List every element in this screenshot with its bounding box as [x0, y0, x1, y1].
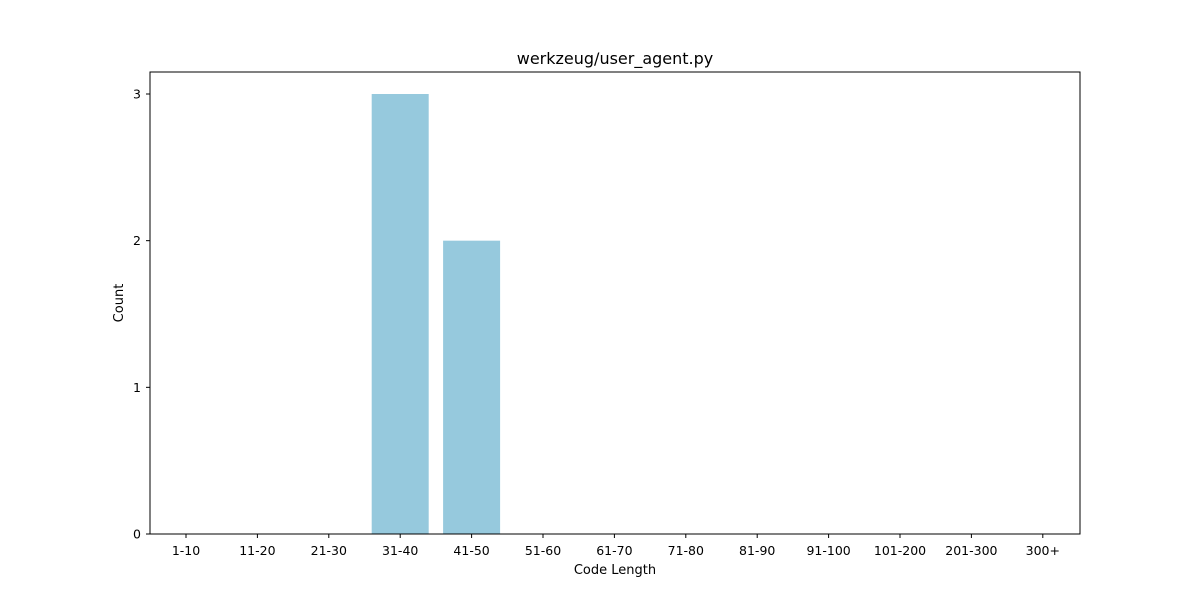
x-tick-label: 31-40	[382, 543, 418, 558]
x-axis-label: Code Length	[574, 563, 656, 578]
x-tick-label: 300+	[1026, 543, 1060, 558]
y-tick-label: 1	[133, 380, 141, 395]
x-tick-label: 71-80	[668, 543, 704, 558]
y-tick-label: 0	[133, 527, 141, 542]
x-tick-label: 81-90	[739, 543, 775, 558]
x-tick-label: 11-20	[239, 543, 275, 558]
plot-area-frame	[149, 71, 1081, 535]
bar-31-40	[371, 94, 429, 534]
bar-41-50	[443, 240, 501, 534]
bars-group	[371, 94, 501, 534]
x-axis-ticks: 1-10 11-20 21-30 31-40 41-50 51-60 61-70 71-80 8…	[172, 534, 1060, 558]
x-tick-label: 21-30	[311, 543, 347, 558]
y-axis-label: Count	[112, 284, 127, 323]
x-tick-label: 201-300	[945, 543, 997, 558]
x-tick-label: 41-50	[453, 543, 489, 558]
y-axis-ticks: 0 1 2 3	[133, 87, 150, 542]
chart-title: werkzeug/user_agent.py	[517, 49, 714, 69]
y-tick-label: 3	[133, 87, 141, 102]
x-tick-label: 51-60	[525, 543, 561, 558]
x-tick-label: 101-200	[874, 543, 926, 558]
x-tick-label: 61-70	[596, 543, 632, 558]
x-tick-label: 91-100	[806, 543, 850, 558]
y-tick-label: 2	[133, 233, 141, 248]
x-tick-label: 1-10	[172, 543, 200, 558]
